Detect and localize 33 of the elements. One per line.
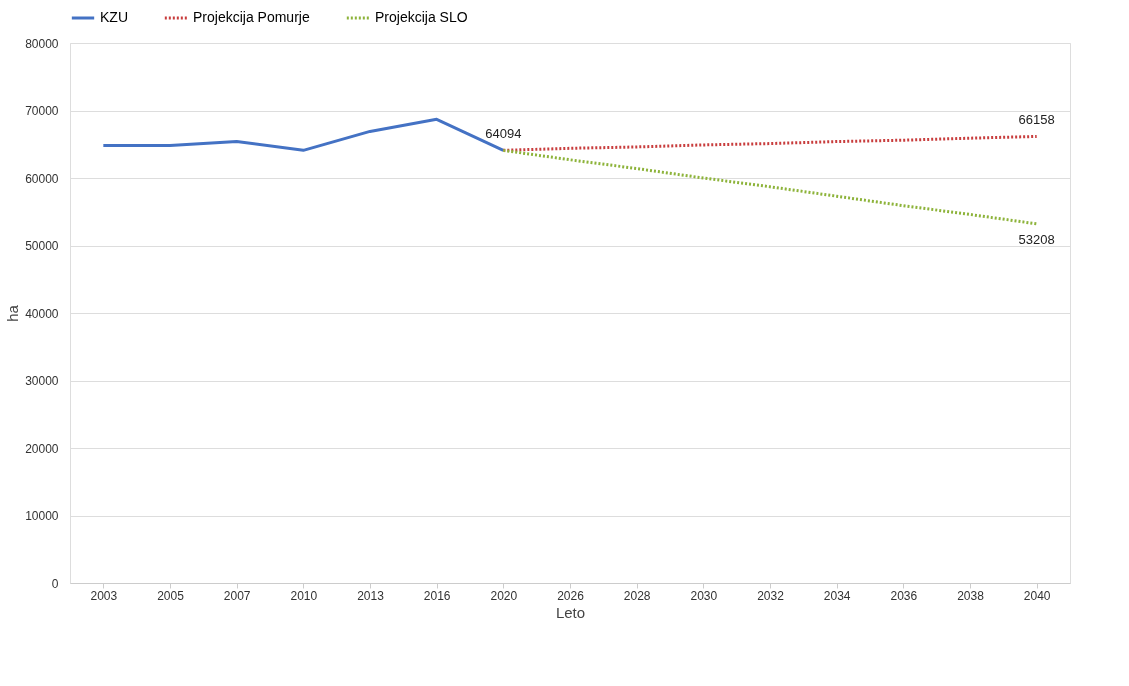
x-tick-label: 2028 [623,588,651,603]
x-tick-label: 2030 [690,588,718,603]
y-tick-label: 70000 [25,104,59,118]
y-tick-label: 50000 [25,239,59,253]
x-tick-label: 2020 [490,588,518,603]
line-series [501,148,1039,226]
x-tick-label: 2038 [957,588,985,603]
x-tick-label: 2016 [423,588,451,603]
x-axis-title: Leto [555,603,586,621]
x-tick-label: 2040 [1023,588,1051,603]
legend-label: KZU [100,9,128,25]
x-tick-label: 2010 [290,588,318,603]
data-label: 53208 [1018,231,1055,247]
x-tick-label: 2036 [890,588,918,603]
y-tick-label: 30000 [25,374,59,388]
x-tick-label: 2032 [757,588,785,603]
y-tick-label: 80000 [25,36,59,51]
data-label: 64094 [485,126,522,142]
legend-label: Projekcija SLO [375,9,468,25]
legend-label: Projekcija Pomurje [193,9,310,25]
y-tick-label: 60000 [25,171,59,186]
x-tick-label: 2013 [357,588,385,603]
data-label: 66158 [1018,112,1055,128]
x-tick-label: 2007 [223,588,251,603]
x-tick-label: 2026 [557,588,585,603]
y-axis-title: ha [4,304,22,322]
x-tick-label: 2034 [823,588,851,603]
x-tick-label: 2003 [90,588,118,603]
y-tick-label: 10000 [25,509,59,523]
y-tick-label: 40000 [25,306,59,321]
y-tick-label: 20000 [25,441,59,456]
x-tick-label: 2005 [157,588,185,603]
y-tick-label: 0 [51,576,59,591]
